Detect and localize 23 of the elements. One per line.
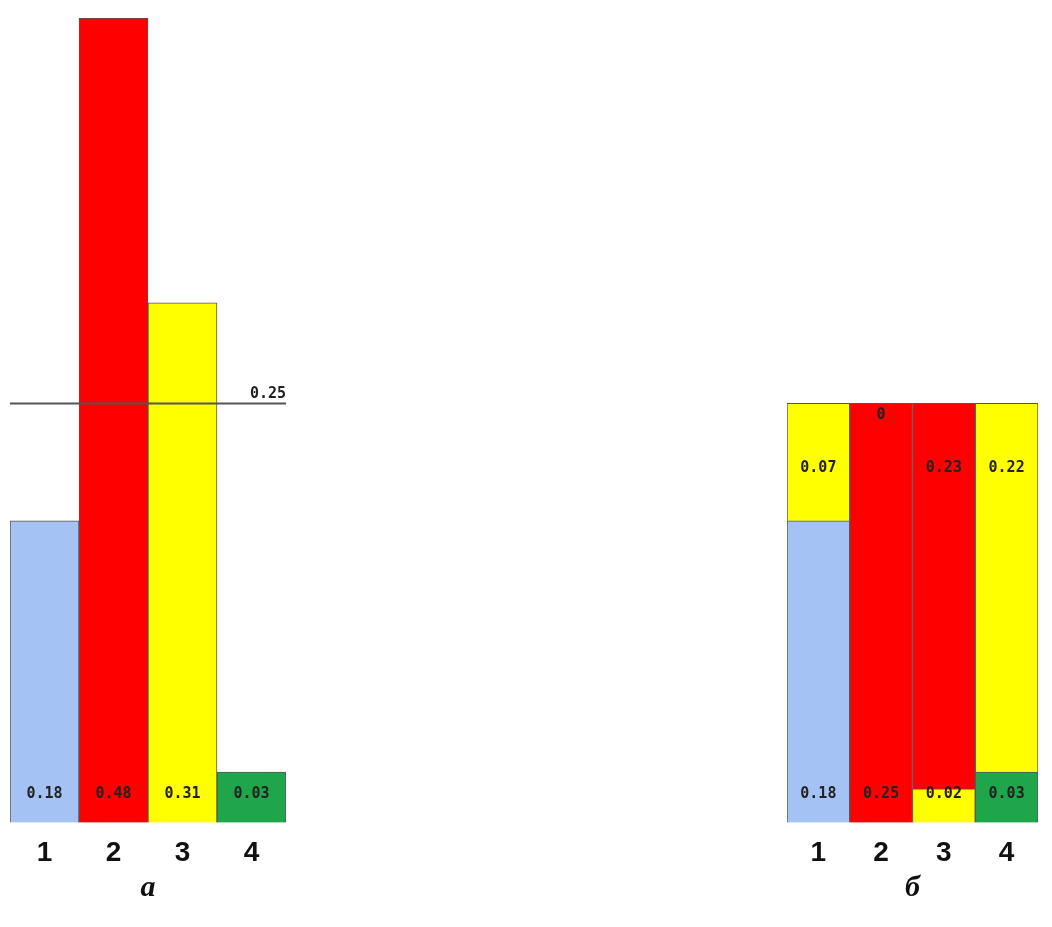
data-label: 0.07 <box>800 458 837 477</box>
data-label: 0.48 <box>95 784 132 803</box>
x-tick-label: 3 <box>174 835 191 867</box>
data-label: 0.23 <box>925 458 962 477</box>
x-axis-title: а <box>140 868 156 902</box>
data-label: 0.02 <box>925 784 962 803</box>
data-label: 0 <box>876 405 886 424</box>
data-label: 0.03 <box>988 784 1025 803</box>
x-tick-label: 3 <box>936 835 952 867</box>
data-label: 0.03 <box>233 784 270 803</box>
data-label: 0.25 <box>863 784 900 803</box>
data-label: 0.22 <box>988 458 1025 477</box>
x-tick-label: 2 <box>873 835 889 867</box>
data-label: 0.31 <box>164 784 201 803</box>
x-tick-label: 4 <box>243 835 260 867</box>
x-axis-title: б <box>905 868 922 902</box>
x-tick-label: 1 <box>810 835 827 867</box>
x-tick-label: 4 <box>998 835 1015 867</box>
data-label: 0.18 <box>800 784 837 803</box>
ref-line-label: 0.25 <box>249 383 286 402</box>
x-tick-label: 1 <box>36 835 53 867</box>
x-tick-label: 2 <box>105 835 122 867</box>
data-label: 0.18 <box>26 784 63 803</box>
